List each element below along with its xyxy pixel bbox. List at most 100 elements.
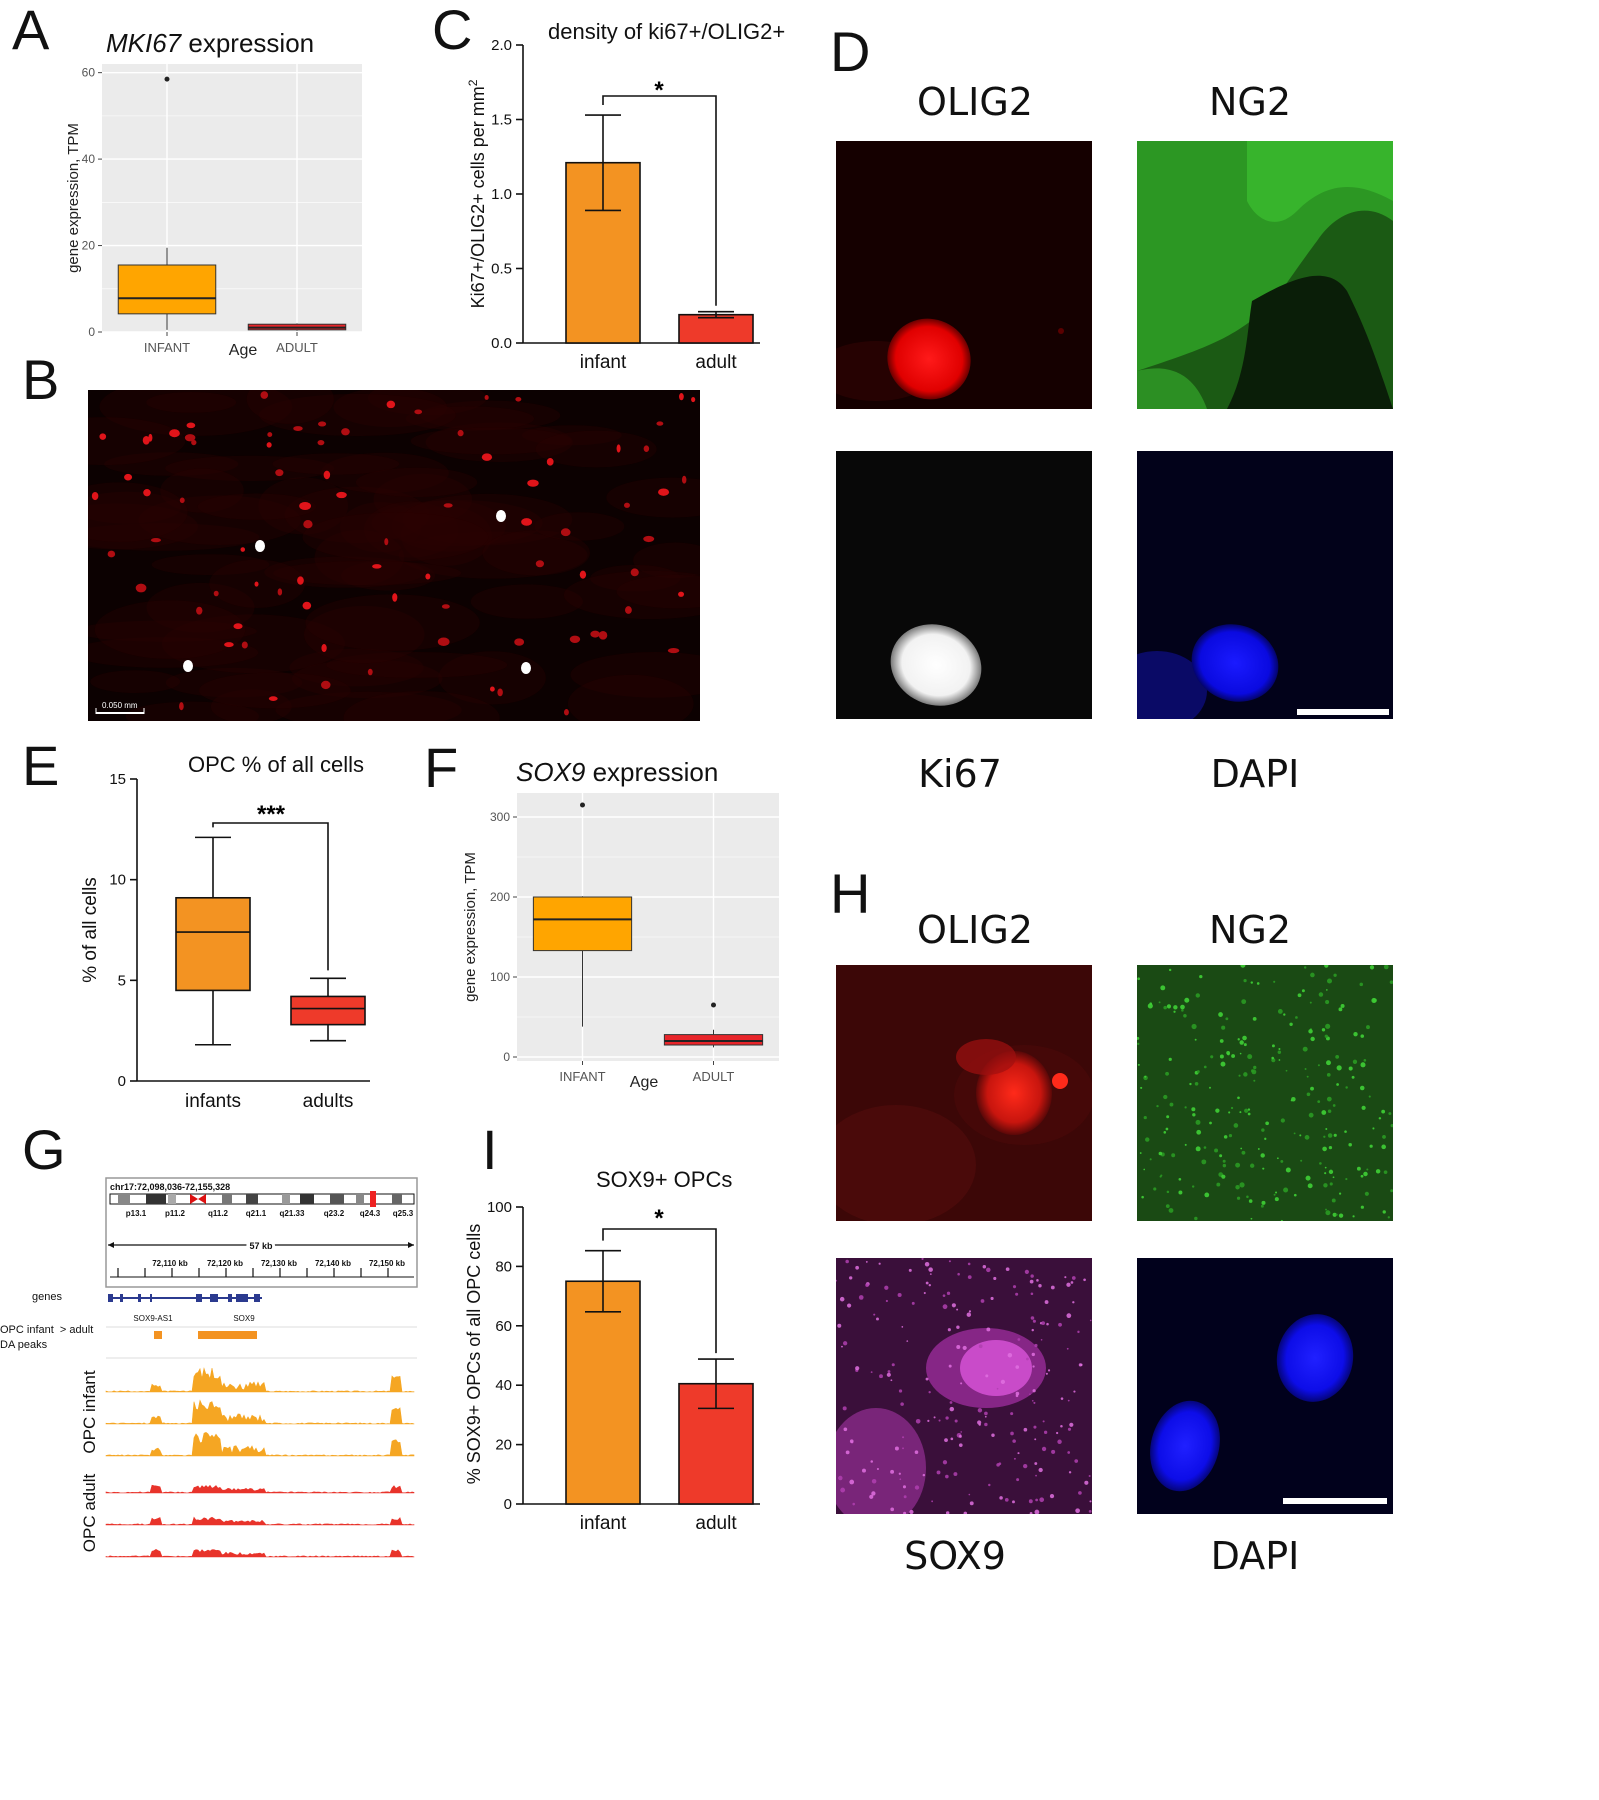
sox9-punctum <box>991 1433 995 1437</box>
sox9-punctum <box>928 1391 931 1394</box>
micrograph-ki67-olig2-overview: 0.050 mm <box>88 390 700 721</box>
panel-letter-f: F <box>424 736 459 799</box>
sox9-punctum <box>843 1427 848 1432</box>
ng2-punctum <box>1226 1051 1230 1055</box>
panel-a-title-rest: expression <box>181 28 315 58</box>
nucleus-red <box>293 426 303 431</box>
sox9-punctum <box>891 1363 895 1367</box>
panel-letter-e: E <box>22 734 60 797</box>
nucleus-red <box>268 696 278 701</box>
tissue-haze <box>521 425 622 446</box>
ng2-punctum <box>1388 1112 1392 1116</box>
y-tick-label: 20 <box>495 1437 512 1454</box>
sox9-punctum <box>1075 1508 1080 1514</box>
sox9-punctum <box>876 1317 879 1321</box>
sox9-punctum <box>925 1377 929 1381</box>
tissue-haze <box>320 452 449 494</box>
nucleus-red <box>441 604 450 609</box>
ng2-punctum <box>1289 1022 1293 1026</box>
y-ticks: 0 100 200 300 <box>490 810 714 1065</box>
kb-tick-label: 72,150 kb <box>369 1259 405 1268</box>
nucleus-red <box>318 421 327 427</box>
nucleus-red <box>481 453 493 461</box>
panel-f-title-rest: expression <box>585 757 719 787</box>
tissue-haze <box>246 390 334 424</box>
x-axis-label: Age <box>630 1074 659 1091</box>
ng2-punctum <box>1361 1105 1366 1110</box>
sox9-punctum <box>897 1292 902 1298</box>
ng2-punctum <box>1261 1128 1265 1132</box>
sox9-punctum <box>1064 1276 1067 1279</box>
sox9-punctum <box>898 1472 901 1475</box>
nucleus-red <box>386 400 396 409</box>
sox9-punctum <box>958 1443 963 1448</box>
sox9-punctum <box>1029 1393 1031 1396</box>
ng2-punctum <box>1221 1025 1226 1030</box>
sox9-punctum <box>1038 1284 1042 1288</box>
panel-h-label-sox9: SOX9 <box>904 1534 1006 1578</box>
ng2-punctum <box>1299 1134 1302 1137</box>
ng2-punctum <box>1324 965 1329 968</box>
ng2-punctum <box>1390 1189 1393 1193</box>
ng2-punctum <box>1382 1135 1386 1139</box>
ng2-punctum <box>1166 1190 1170 1194</box>
nucleus-red <box>623 502 630 508</box>
significance-star: * <box>654 77 664 104</box>
ng2-punctum <box>1248 1199 1253 1203</box>
sox9-punctum <box>1038 1467 1043 1473</box>
sox9-punctum <box>960 1382 963 1385</box>
nucleus-red <box>321 644 327 653</box>
kb-ticks: 72,110 kb 72,120 kb 72,130 kb 72,140 kb 72,1… <box>110 1259 414 1278</box>
nucleus-red <box>624 606 632 614</box>
panel-letter-b: B <box>22 348 60 411</box>
ng2-punctum <box>1249 1163 1255 1168</box>
ng2-punctum <box>1332 1212 1337 1217</box>
ng2-punctum <box>1317 1100 1321 1104</box>
sox9-punctum <box>1015 1292 1019 1296</box>
tissue-haze <box>590 564 681 592</box>
box <box>175 896 251 992</box>
tissue-haze <box>341 560 436 591</box>
sox9-punctum <box>903 1495 907 1499</box>
sox9-punctum <box>908 1268 912 1272</box>
ng2-punctum <box>1326 978 1333 984</box>
sox9-punctum <box>852 1502 856 1506</box>
sox9-punctum <box>986 1327 991 1332</box>
sox9-punctum <box>1017 1452 1020 1455</box>
tissue-haze <box>420 400 561 431</box>
sox9-punctum <box>1078 1491 1082 1495</box>
sox9-punctum <box>849 1479 855 1485</box>
ng2-punctum <box>1209 1121 1212 1125</box>
ng2-punctum <box>1300 1159 1303 1162</box>
sox9-punctum <box>890 1469 895 1474</box>
ng2-punctum <box>1302 1046 1308 1052</box>
ng2-punctum <box>1260 1204 1264 1208</box>
chromosome-band <box>356 1194 364 1204</box>
box <box>663 1034 764 1046</box>
sox9-punctum <box>901 1326 904 1328</box>
sox9-punctum <box>909 1509 914 1514</box>
sox9-punctum <box>865 1283 869 1287</box>
nucleus-red <box>196 606 203 615</box>
ng2-punctum <box>1372 1127 1375 1130</box>
sox9-punctum <box>1032 1389 1036 1393</box>
sox9-punctum <box>876 1467 879 1471</box>
da-track-label-2: DA peaks <box>0 1339 48 1351</box>
chromosome-band <box>168 1194 176 1204</box>
x-tick-label: adult <box>695 1513 737 1534</box>
tissue-haze <box>534 512 625 541</box>
locus-label: chr17:72,098,036-72,155,328 <box>110 1182 230 1192</box>
nucleus-red <box>521 518 533 526</box>
ng2-punctum <box>1304 1068 1307 1070</box>
nucleus-red <box>563 709 569 716</box>
ng2-punctum <box>1219 1054 1224 1059</box>
ng2-punctum <box>1239 1182 1245 1188</box>
tissue-haze <box>104 452 239 476</box>
nucleus-red <box>367 668 373 676</box>
nucleus-double-positive <box>255 540 265 552</box>
ng2-punctum <box>1333 973 1337 977</box>
y-tick-label: 80 <box>495 1258 512 1275</box>
ng2-punctum <box>1304 1134 1310 1140</box>
sox9-punctum <box>1073 1390 1076 1393</box>
kb-tick-label: 72,110 kb <box>152 1259 188 1268</box>
